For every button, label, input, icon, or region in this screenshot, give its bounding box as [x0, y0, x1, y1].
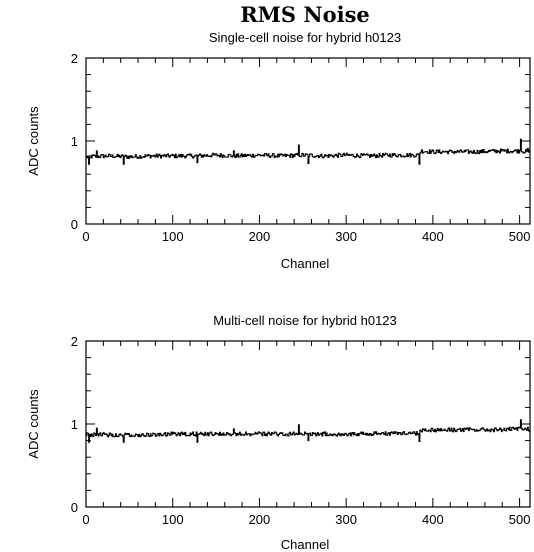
x-tick-label: 200 — [249, 229, 271, 244]
x-tick-label: 500 — [509, 512, 531, 527]
y-tick-label: 2 — [71, 51, 78, 66]
x-tick-label: 500 — [509, 229, 531, 244]
x-tick-label: 200 — [249, 512, 271, 527]
x-axis-label: Channel — [281, 537, 330, 552]
figure-title: RMS Noise — [240, 2, 370, 27]
noise-trace — [86, 419, 530, 443]
y-axis-label: ADC counts — [26, 106, 41, 176]
tick-group — [85, 57, 530, 225]
y-tick-label: 1 — [71, 134, 78, 149]
panel-single-cell: Single-cell noise for hybrid h0123 0 100 2… — [26, 30, 531, 271]
panel-title: Single-cell noise for hybrid h0123 — [209, 30, 401, 45]
x-tick-label: 300 — [335, 512, 357, 527]
panel-multi-cell: Multi-cell noise for hybrid h0123 0 100 20… — [26, 313, 531, 552]
plot-frame — [85, 340, 531, 508]
y-tick-label: 2 — [71, 334, 78, 349]
y-tick-label: 0 — [71, 217, 78, 232]
x-tick-label: 400 — [422, 229, 444, 244]
y-tick-label: 1 — [71, 417, 78, 432]
plot-frame — [85, 57, 531, 225]
tick-group — [85, 340, 530, 508]
noise-trace — [86, 138, 530, 165]
x-tick-label: 0 — [82, 512, 89, 527]
x-tick-label: 100 — [162, 512, 184, 527]
tick-label-group: 0 100 200 300 400 500 0 1 2 — [71, 51, 531, 244]
panel-title: Multi-cell noise for hybrid h0123 — [213, 313, 397, 328]
x-tick-label: 400 — [422, 512, 444, 527]
x-tick-label: 100 — [162, 229, 184, 244]
y-axis-label: ADC counts — [26, 389, 41, 459]
x-tick-label: 0 — [82, 229, 89, 244]
tick-label-group: 0 100 200 300 400 500 0 1 2 — [71, 334, 531, 527]
x-tick-label: 300 — [335, 229, 357, 244]
x-axis-label: Channel — [281, 256, 330, 271]
y-tick-label: 0 — [71, 500, 78, 515]
